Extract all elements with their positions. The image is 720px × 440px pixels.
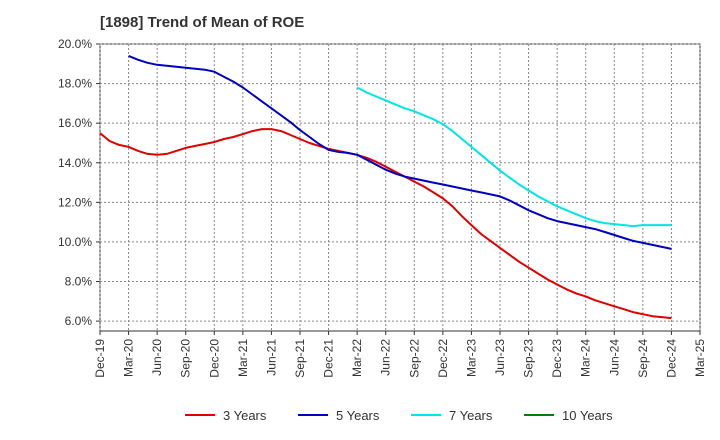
x-tick-label: Sep-22 <box>407 339 421 378</box>
y-tick-label: 6.0% <box>65 314 93 328</box>
x-tick-label: Dec-22 <box>436 339 450 378</box>
x-tick-label: Jun-22 <box>379 339 393 376</box>
x-tick-label: Mar-23 <box>464 339 478 377</box>
legend-label: 7 Years <box>449 408 493 423</box>
y-tick-label: 8.0% <box>65 275 93 289</box>
x-tick-label: Mar-25 <box>693 339 707 377</box>
legend-label: 5 Years <box>336 408 380 423</box>
y-tick-label: 18.0% <box>58 77 92 91</box>
x-tick-label: Mar-20 <box>122 339 136 377</box>
y-tick-label: 14.0% <box>58 156 92 170</box>
x-tick-label: Mar-22 <box>350 339 364 377</box>
x-tick-label: Dec-24 <box>664 339 678 378</box>
x-tick-label: Jun-21 <box>264 339 278 376</box>
y-tick-label: 12.0% <box>58 195 92 209</box>
x-tick-label: Dec-20 <box>207 339 221 378</box>
legend-label: 3 Years <box>223 408 267 423</box>
series-line-5-years <box>128 54 672 250</box>
x-tick-label: Sep-21 <box>293 339 307 378</box>
x-tick-label: Jun-20 <box>150 339 164 376</box>
y-tick-label: 10.0% <box>58 235 92 249</box>
x-tick-label: Mar-24 <box>579 339 593 377</box>
x-tick-label: Mar-21 <box>236 339 250 377</box>
chart-title: [1898] Trend of Mean of ROE <box>100 14 305 31</box>
x-tick-label: Dec-21 <box>322 339 336 378</box>
x-tick-label: Jun-23 <box>493 339 507 376</box>
x-tick-label: Dec-23 <box>550 339 564 378</box>
series-line-3-years <box>99 128 672 320</box>
x-tick-label: Sep-20 <box>179 339 193 378</box>
series-line-7-years <box>356 86 672 228</box>
legend-label: 10 Years <box>562 408 613 423</box>
y-tick-label: 16.0% <box>58 116 92 130</box>
y-tick-label: 20.0% <box>58 37 92 51</box>
x-tick-label: Sep-24 <box>636 339 650 378</box>
x-tick-label: Sep-23 <box>522 339 536 378</box>
x-tick-label: Jun-24 <box>607 339 621 376</box>
plot-frame <box>99 43 701 332</box>
x-tick-label: Dec-19 <box>93 339 107 378</box>
